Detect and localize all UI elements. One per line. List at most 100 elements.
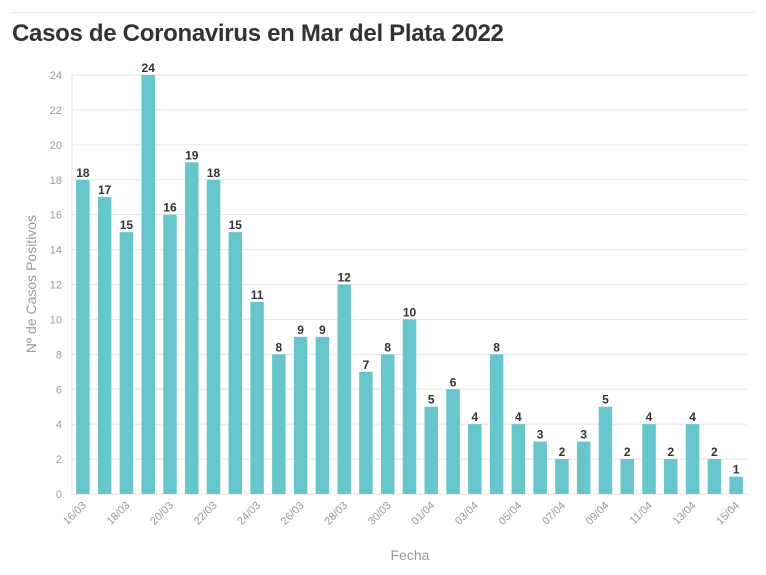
y-tick-label: 16 <box>50 210 62 222</box>
bar <box>163 214 177 494</box>
x-tick-label: 28/03 <box>322 500 350 528</box>
y-tick-label: 18 <box>50 175 62 187</box>
bar <box>206 179 221 494</box>
chart-title: Casos de Coronavirus en Mar del Plata 20… <box>12 20 504 47</box>
x-tick-label: 15/04 <box>714 500 742 528</box>
value-label: 6 <box>450 375 457 389</box>
bar <box>664 459 678 494</box>
x-tick-label: 11/04 <box>628 500 655 527</box>
value-label: 8 <box>384 340 391 354</box>
x-axis-ticks: 16/03 18/03 20/03 22/03 24/03 26/03 28/03 30/03… <box>61 500 742 528</box>
value-label: 18 <box>76 166 90 180</box>
bar <box>598 406 613 494</box>
bar <box>685 424 700 494</box>
y-tick-label: 20 <box>50 140 62 152</box>
bar <box>446 389 460 494</box>
value-label: 8 <box>493 340 500 354</box>
value-label: 4 <box>515 410 522 424</box>
value-label: 17 <box>98 183 112 197</box>
bar <box>729 476 743 494</box>
y-tick-label: 4 <box>56 419 62 431</box>
bar <box>576 441 591 494</box>
x-tick-label: 05/04 <box>497 500 525 528</box>
bar <box>228 232 243 494</box>
y-tick-label: 14 <box>50 245 62 257</box>
x-tick-label: 22/03 <box>192 500 220 528</box>
y-tick-label: 10 <box>50 314 62 326</box>
y-tick-label: 24 <box>50 70 62 82</box>
bar <box>337 284 351 494</box>
bar <box>97 197 112 495</box>
x-tick-label: 13/04 <box>671 500 699 528</box>
y-tick-label: 12 <box>50 280 62 292</box>
gridlines <box>71 74 747 495</box>
y-tick-label: 0 <box>56 489 62 501</box>
value-label: 1 <box>733 463 740 477</box>
value-label: 15 <box>229 218 243 232</box>
bar <box>250 301 264 494</box>
value-label: 9 <box>319 323 326 337</box>
bar <box>402 319 417 494</box>
bar <box>533 441 547 494</box>
bar <box>359 371 373 494</box>
value-label: 3 <box>537 428 544 442</box>
bar <box>141 75 155 494</box>
value-label: 5 <box>428 393 435 407</box>
x-tick-label: 18/03 <box>105 500 133 528</box>
value-label: 5 <box>602 393 609 407</box>
x-tick-label: 26/03 <box>279 500 307 528</box>
bar <box>620 459 634 494</box>
value-label: 2 <box>711 445 718 459</box>
x-tick-label: 24/03 <box>235 500 263 528</box>
bar <box>272 354 286 494</box>
value-label: 12 <box>337 271 351 285</box>
x-tick-label: 20/03 <box>148 500 176 528</box>
value-label: 15 <box>120 218 134 232</box>
x-tick-label: 30/03 <box>366 500 394 528</box>
value-label: 2 <box>624 445 631 459</box>
x-tick-label: 07/04 <box>540 500 568 528</box>
y-tick-label: 8 <box>56 349 62 361</box>
bar <box>707 459 722 494</box>
value-label: 8 <box>276 340 283 354</box>
x-tick-label: 01/04 <box>409 500 437 528</box>
value-label: 7 <box>363 358 370 372</box>
value-label: 4 <box>646 410 653 424</box>
bar <box>380 354 395 494</box>
y-axis-title: Nº de Casos Positivos <box>23 215 39 353</box>
bar <box>315 336 330 494</box>
bar <box>119 232 134 494</box>
bar <box>642 424 656 494</box>
bar <box>424 406 439 494</box>
bar <box>511 424 526 494</box>
x-tick-label: 16/03 <box>61 500 89 528</box>
x-tick-label: 03/04 <box>453 500 481 528</box>
value-label: 2 <box>559 445 566 459</box>
value-label: 16 <box>163 201 177 215</box>
value-label: 19 <box>185 148 199 162</box>
y-tick-label: 2 <box>56 454 62 466</box>
value-label: 18 <box>207 166 221 180</box>
value-label: 3 <box>580 428 587 442</box>
value-label: 11 <box>251 288 264 302</box>
bar <box>76 179 90 494</box>
y-tick-label: 22 <box>50 105 62 117</box>
bar <box>555 459 569 494</box>
value-label: 4 <box>471 410 478 424</box>
bar <box>185 162 199 494</box>
bar <box>468 424 482 494</box>
value-label: 24 <box>142 61 156 75</box>
value-label: 2 <box>667 445 674 459</box>
value-label: 10 <box>403 305 417 319</box>
y-tick-label: 6 <box>56 384 62 396</box>
value-label: 9 <box>297 323 304 337</box>
top-rule <box>12 12 754 13</box>
bar <box>293 336 308 494</box>
x-axis-title: Fecha <box>391 547 430 563</box>
x-tick-label: 09/04 <box>584 500 612 528</box>
value-label: 4 <box>689 410 696 424</box>
bars <box>76 75 743 495</box>
